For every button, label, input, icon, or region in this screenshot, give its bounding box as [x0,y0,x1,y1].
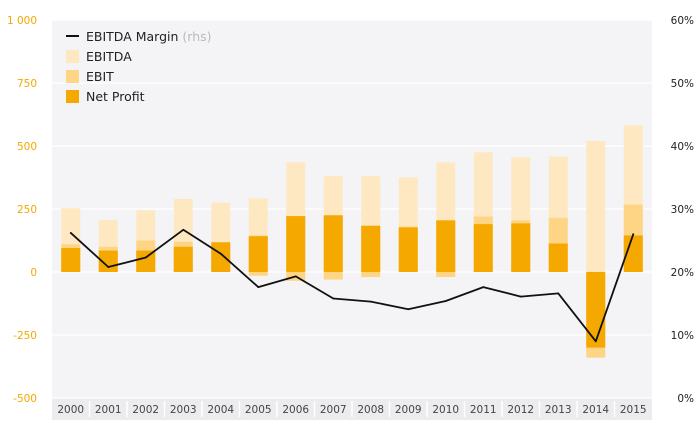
legend-net-label: Net Profit [86,88,145,104]
right-tick-label: 30% [671,204,694,216]
margin-point [369,300,372,303]
legend-item-net: Net Profit [66,86,212,106]
bar-ebit-negative [248,272,268,276]
margin-point [444,300,447,302]
x-tick-label: 2003 [170,404,197,416]
margin-line [70,228,635,343]
bar-net-profit [173,246,193,272]
legend: EBITDA Margin (rhs) EBITDA EBIT Net Prof… [66,26,212,106]
left-tick-label: 750 [17,78,37,90]
x-tick-label: 2015 [620,404,647,416]
margin-point [519,295,522,298]
margin-point [632,233,635,236]
bar-ebit-negative [436,272,456,278]
bar-net-profit [361,225,381,272]
x-tick-label: 2004 [207,404,234,416]
legend-line-swatch [66,35,79,37]
bar-net-profit [61,248,81,272]
margin-point [407,308,410,311]
margin-point [69,232,72,234]
x-tick-label: 2006 [282,404,309,416]
bar-net-profit [436,220,456,272]
x-tick-label: 2012 [507,404,534,416]
right-tick-label: 10% [671,330,694,342]
legend-ebit-swatch [66,69,79,83]
right-tick-label: 50% [671,78,694,90]
margin-point [557,292,560,295]
left-tick-label: 500 [17,141,37,153]
margin-point [144,256,147,259]
margin-point [257,286,260,289]
margin-point [482,286,485,289]
margin-point [107,266,110,268]
legend-margin-suffix: (rhs) [182,28,212,44]
legend-net-swatch [66,89,79,103]
x-tick-label: 2002 [132,404,159,416]
bar-net-profit [398,227,418,272]
bar-net-profit [548,243,568,272]
left-tick-label: 0 [30,267,37,279]
left-tick-label: -500 [13,393,37,405]
x-tick-label: 2007 [320,404,347,416]
bar-net-profit [586,272,606,348]
bar-net-profit [136,250,156,272]
left-tick-label: 1 000 [7,15,37,27]
margin-point [219,252,222,255]
x-tick-label: 2001 [95,404,122,416]
legend-margin-label: EBITDA Margin [86,28,179,44]
legend-item-margin: EBITDA Margin (rhs) [66,26,212,46]
right-tick-label: 60% [671,15,694,27]
x-tick-label: 2014 [582,404,609,416]
left-tick-label: 250 [17,204,37,216]
bar-net-profit [286,216,306,272]
legend-item-ebit: EBIT [66,66,212,86]
bar-ebit-negative [323,272,343,280]
bar-net-profit [511,223,531,272]
x-tick-label: 2010 [432,404,459,416]
x-tick-label: 2013 [545,404,572,416]
margin-point [332,297,335,300]
right-tick-label: 0% [677,393,694,405]
legend-ebit-label: EBIT [86,68,114,84]
legend-item-ebitda: EBITDA [66,46,212,66]
x-tick-label: 2011 [470,404,497,416]
margin-point [182,228,185,231]
bar-net-profit [323,215,343,272]
bar-net-profit [211,242,231,272]
bar-ebit-negative [361,272,381,278]
bar-net-profit [248,236,268,272]
margin-point [594,340,597,343]
x-tick-label: 2000 [57,404,84,416]
legend-ebitda-swatch [66,49,79,63]
right-tick-label: 40% [671,141,694,153]
bar-ebitda [586,140,606,272]
left-tick-label: -250 [13,330,37,342]
x-tick-label: 2009 [395,404,422,416]
bar-net-profit [473,224,493,272]
legend-ebitda-label: EBITDA [86,48,132,64]
x-tick-label: 2005 [245,404,272,416]
x-tick-label: 2008 [357,404,384,416]
margin-point [294,275,297,278]
bar-net-profit [623,235,643,272]
right-tick-label: 20% [671,267,694,279]
